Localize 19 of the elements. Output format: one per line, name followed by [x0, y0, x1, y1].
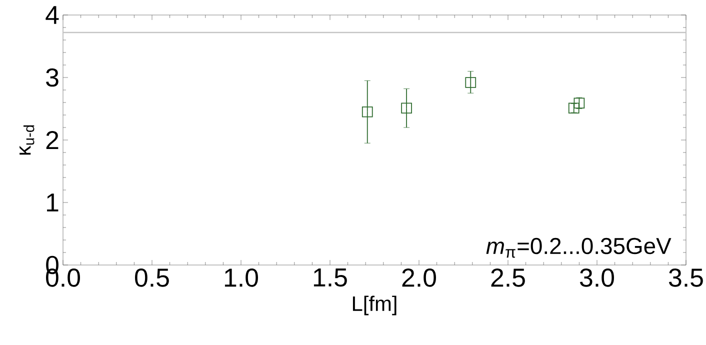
y-tick-label: 3: [46, 68, 58, 87]
x-tick-label: 2.5: [491, 268, 525, 287]
x-tick-label: 2.0: [402, 268, 436, 287]
x-tick-label: 3.5: [668, 268, 703, 287]
x-tick-label: 1.0: [224, 268, 258, 287]
annotation: m$_{π}$=0.2...0.35GeV: [486, 238, 672, 258]
y-axis-title: κ$_{u-d}$: [20, 125, 34, 155]
x-tick-label: 0.5: [135, 268, 169, 287]
x-axis-title: L[fm]: [352, 296, 396, 316]
y-tick-label: 2: [46, 130, 58, 150]
point: [401, 102, 412, 114]
x-tick-label: 1.5: [314, 268, 347, 287]
y-tick-label: 4: [46, 6, 59, 24]
x-tick-label: 3.0: [580, 268, 614, 287]
point: [568, 102, 580, 114]
point: [362, 106, 373, 118]
point: [465, 77, 476, 88]
y-tick-label: 1: [47, 194, 58, 212]
point: [574, 98, 585, 109]
